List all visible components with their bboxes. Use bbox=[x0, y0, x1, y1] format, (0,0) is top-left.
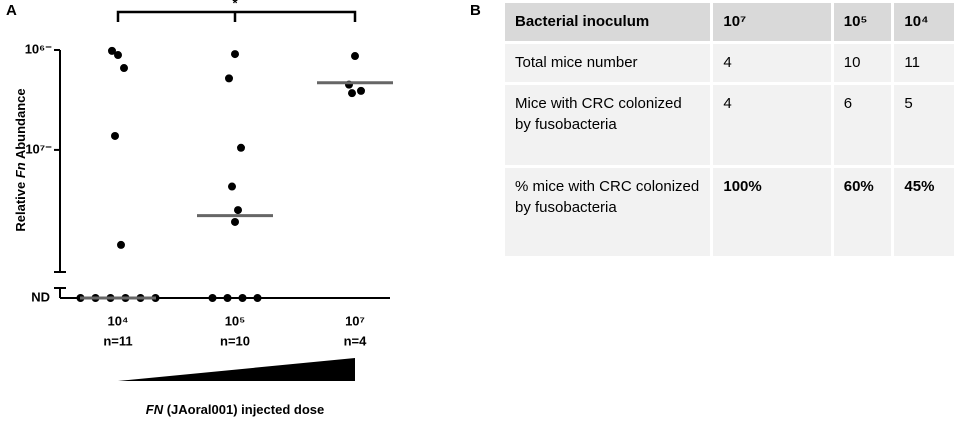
x-tick-sublabel: n=11 bbox=[103, 333, 132, 348]
data-point bbox=[253, 294, 262, 302]
data-point bbox=[225, 74, 233, 83]
data-point bbox=[238, 294, 247, 302]
x-axis-label-part: (JAoral001) injected dose bbox=[163, 402, 324, 417]
data-point bbox=[231, 50, 239, 59]
header-cell: Bacterial inoculum bbox=[501, 0, 714, 44]
panel-label: A bbox=[6, 2, 17, 19]
table-row: % mice with CRC colonized by fusobacteri… bbox=[501, 165, 957, 259]
x-axis-label: FN (JAoral001) injected dose bbox=[146, 402, 324, 417]
table-header: Bacterial inoculum 10⁷ 10⁵ 10⁴ bbox=[501, 0, 957, 44]
x-tick-sublabel: n=10 bbox=[220, 333, 250, 348]
data-point bbox=[348, 89, 356, 98]
data-point bbox=[208, 294, 217, 302]
chart: Relative Fn Abundance FN (JAoral001) inj… bbox=[13, 0, 393, 417]
x-tick-sublabel: n=4 bbox=[344, 333, 368, 348]
dose-wedge bbox=[118, 358, 355, 381]
data-point bbox=[228, 182, 236, 191]
table-cell: 100% bbox=[710, 165, 834, 259]
y-tick-label: ND bbox=[31, 289, 50, 304]
y-axis-label-part: Abundance bbox=[13, 88, 28, 162]
table-cell: 5 bbox=[891, 82, 957, 168]
y-axis-label: Relative Fn Abundance bbox=[13, 88, 28, 231]
data-point bbox=[231, 217, 239, 226]
panel-label: B bbox=[470, 2, 481, 19]
table-cell: Mice with CRC colonized by fusobacteria bbox=[501, 82, 714, 168]
data-point bbox=[237, 143, 245, 152]
header-cell: 10⁴ bbox=[891, 0, 957, 44]
table-cell: % mice with CRC colonized by fusobacteri… bbox=[501, 165, 714, 259]
y-tick-label: 10⁶⁻ bbox=[25, 41, 52, 56]
x-axis-label-part: FN bbox=[146, 402, 164, 417]
x-tick-label: 10⁵ bbox=[225, 313, 246, 328]
data-point bbox=[117, 240, 125, 249]
data-point bbox=[111, 131, 119, 140]
y-tick-label: 10⁷⁻ bbox=[25, 141, 52, 156]
table-cell: 4 bbox=[710, 41, 834, 85]
table: Bacterial inoculum 10⁷ 10⁵ 10⁴ Total mice n… bbox=[501, 0, 957, 259]
significance-bracket bbox=[116, 10, 357, 22]
x-tick-label: 10⁷ bbox=[345, 313, 365, 328]
y-axis-label-part: Relative bbox=[13, 178, 28, 231]
header-cell: 10⁷ bbox=[710, 0, 834, 44]
table-cell: 4 bbox=[710, 82, 834, 168]
table-cell: Total mice number bbox=[501, 41, 714, 85]
table-cell: 6 bbox=[830, 82, 895, 168]
y-axis-label-part: Fn bbox=[13, 162, 28, 178]
header-cell: 10⁵ bbox=[830, 0, 895, 44]
data-point bbox=[357, 86, 365, 95]
data-point bbox=[108, 46, 116, 55]
table-cell: 60% bbox=[830, 165, 895, 259]
table-cell: 10 bbox=[830, 41, 895, 85]
data-point bbox=[114, 51, 122, 60]
x-tick-label: 10⁴ bbox=[108, 313, 129, 328]
data-point bbox=[351, 52, 359, 61]
table-cell: 11 bbox=[891, 41, 957, 85]
table-cell: 45% bbox=[891, 165, 957, 259]
data-point bbox=[120, 64, 128, 73]
annotation: * bbox=[232, 0, 238, 10]
data-point bbox=[223, 294, 232, 302]
table-body: Total mice number 4 10 11 Mice with CRC colo… bbox=[501, 41, 957, 259]
data-point bbox=[234, 206, 242, 215]
table-row: Total mice number 4 10 11 bbox=[501, 41, 957, 85]
table-row: Mice with CRC colonized by fusobacteria 4… bbox=[501, 82, 957, 168]
